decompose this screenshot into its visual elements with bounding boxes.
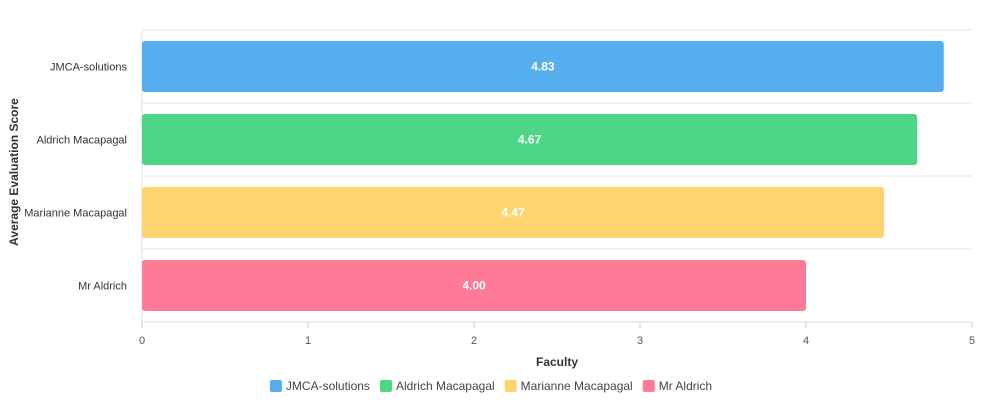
bar-value-label: 4.67 bbox=[518, 133, 542, 147]
y-tick-label: Aldrich Macapagal bbox=[37, 135, 128, 147]
bar-value-label: 4.83 bbox=[531, 60, 555, 74]
bar bbox=[142, 259, 806, 312]
y-tick-label: Mr Aldrich bbox=[78, 281, 127, 293]
x-tick-label: 5 bbox=[969, 335, 975, 347]
label-layer: 0 1 2 3 4 5 4.83 JMCA-solutions 4.67 Aldrich Maca… bbox=[24, 60, 975, 348]
x-tick-label: 4 bbox=[803, 335, 809, 347]
x-tick-label: 3 bbox=[637, 335, 643, 347]
x-tick-label: 1 bbox=[305, 335, 311, 347]
x-axis-title: Faculty bbox=[536, 355, 578, 369]
legend-label: Marianne Macapagal bbox=[521, 379, 633, 393]
x-tick-label: 0 bbox=[139, 335, 145, 347]
bar bbox=[142, 113, 918, 166]
legend-swatch bbox=[269, 380, 282, 392]
y-axis-title: Average Evaluation Score bbox=[7, 98, 21, 246]
legend-swatch bbox=[379, 380, 392, 392]
bar-layer bbox=[142, 40, 944, 312]
bar bbox=[142, 40, 944, 93]
x-tick-label: 2 bbox=[471, 335, 477, 347]
legend: JMCA-solutions Aldrich Macapagal Marianne … bbox=[269, 379, 712, 393]
legend-label: Aldrich Macapagal bbox=[396, 379, 495, 393]
legend-swatch bbox=[642, 380, 655, 392]
y-tick-label: JMCA-solutions bbox=[50, 62, 128, 74]
legend-swatch bbox=[504, 380, 517, 392]
bar-value-label: 4.47 bbox=[501, 206, 525, 220]
bar bbox=[142, 186, 885, 239]
legend-label: Mr Aldrich bbox=[659, 379, 712, 393]
bar-value-label: 4.00 bbox=[462, 279, 486, 293]
y-tick-label: Marianne Macapagal bbox=[24, 208, 127, 220]
legend-label: JMCA-solutions bbox=[286, 379, 370, 393]
